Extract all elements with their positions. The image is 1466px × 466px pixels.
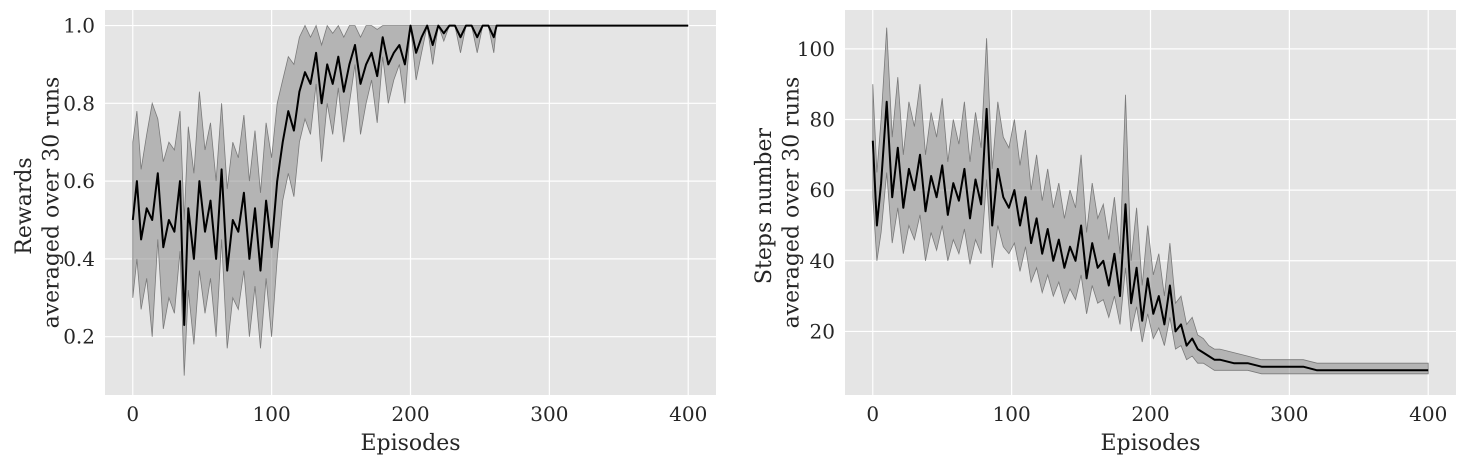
rewards-x-axis-label: Episodes xyxy=(360,431,460,456)
steps-y-tick-label: 20 xyxy=(810,319,835,343)
steps-y-tick-label: 100 xyxy=(797,37,835,61)
rewards-x-tick-label: 300 xyxy=(530,402,568,426)
steps-y-tick-labels: 20 40 60 80 100 xyxy=(797,37,835,344)
rewards-y-tick-label: 0.8 xyxy=(63,91,95,115)
steps-x-tick-labels: 0 100 200 300 400 xyxy=(866,402,1447,426)
rewards-mean-line xyxy=(131,24,689,326)
steps-x-axis-label: Episodes xyxy=(1100,431,1200,456)
rewards-x-tick-label: 100 xyxy=(253,402,291,426)
rewards-x-tick-labels: 0 100 200 300 400 xyxy=(126,402,707,426)
steps-y-tick-label: 40 xyxy=(810,249,835,273)
rewards-y-tick-label: 1.0 xyxy=(63,14,95,38)
rewards-x-tick-label: 200 xyxy=(391,402,429,426)
steps-y-axis-label-line-2: averaged over 30 runs xyxy=(779,77,804,329)
rewards-mean-polyline xyxy=(131,24,689,326)
steps-band-area xyxy=(872,27,1429,375)
steps-mean-line xyxy=(871,100,1429,372)
steps-x-tick-label: 0 xyxy=(866,402,879,426)
steps-x-tick-label: 300 xyxy=(1270,402,1308,426)
rewards-chart: 0 100 200 300 400 0.2 0.4 0.6 0.8 1.0 Episodes R… xyxy=(12,10,716,456)
rewards-x-tick-label: 0 xyxy=(126,402,139,426)
rewards-y-axis-label-line-1: Rewards xyxy=(12,157,37,254)
rewards-y-tick-label: 0.6 xyxy=(63,169,95,193)
steps-mean-polyline xyxy=(871,100,1429,372)
rewards-y-tick-labels: 0.2 0.4 0.6 0.8 1.0 xyxy=(63,14,95,349)
steps-y-tick-label: 80 xyxy=(810,107,835,131)
rewards-x-tick-label: 400 xyxy=(669,402,707,426)
steps-y-axis-label: Steps number averaged over 30 runs xyxy=(752,77,805,329)
rewards-y-tick-label: 0.2 xyxy=(63,325,95,349)
steps-x-tick-label: 200 xyxy=(1131,402,1169,426)
rewards-y-axis-label: Rewards averaged over 30 runs xyxy=(12,77,65,329)
steps-y-tick-label: 60 xyxy=(810,178,835,202)
steps-std-band xyxy=(872,27,1429,375)
steps-y-axis-label-line-1: Steps number xyxy=(752,127,777,284)
rewards-y-axis-label-line-2: averaged over 30 runs xyxy=(39,77,64,329)
steps-x-tick-label: 100 xyxy=(993,402,1031,426)
steps-x-tick-label: 400 xyxy=(1409,402,1447,426)
steps-chart: 0 100 200 300 400 20 40 60 80 100 Episodes Steps… xyxy=(752,10,1456,456)
rewards-y-tick-label: 0.4 xyxy=(63,247,95,271)
